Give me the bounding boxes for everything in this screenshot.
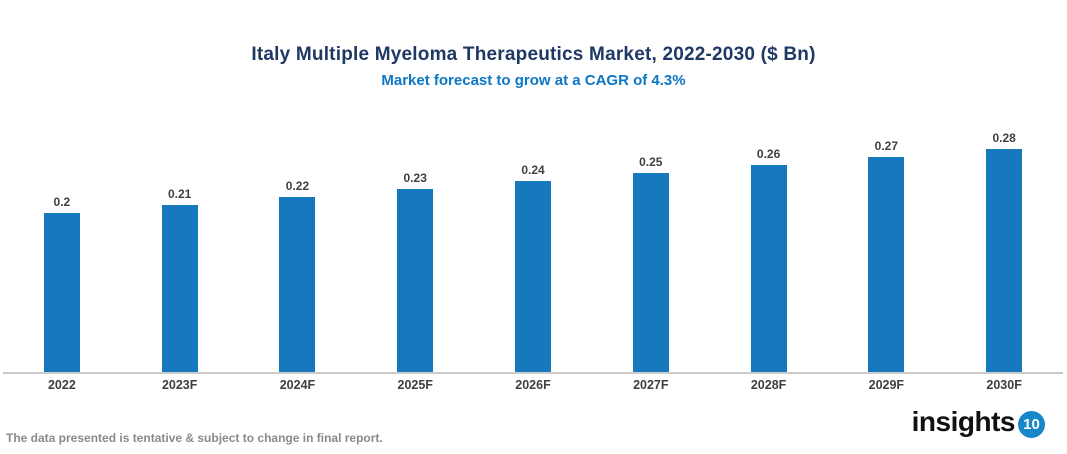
bar bbox=[279, 197, 316, 373]
bar-column: 0.25 bbox=[592, 123, 710, 373]
bar-column: 0.28 bbox=[945, 123, 1063, 373]
bar bbox=[161, 205, 198, 373]
bar-value-label: 0.21 bbox=[167, 187, 192, 201]
bar bbox=[397, 189, 434, 373]
bar-value-label: 0.2 bbox=[53, 195, 71, 209]
category-label: 2022 bbox=[47, 378, 76, 392]
bar-value-label: 0.28 bbox=[992, 131, 1016, 145]
bar-column: 0.26 bbox=[710, 123, 828, 373]
bar-value-label: 0.22 bbox=[285, 179, 310, 193]
insights10-logo: insights 10 bbox=[912, 406, 1045, 438]
bar-column: 0.27 bbox=[827, 123, 945, 373]
bar-column: 0.22 bbox=[239, 123, 357, 373]
x-axis-category-labels: 2022 2023F 2024F 2025F 2026F 2027F 2028F 2029F 2… bbox=[3, 378, 1063, 392]
logo-badge-circle-icon: 10 bbox=[1018, 410, 1045, 438]
category-label: 2028F bbox=[750, 378, 787, 392]
disclaimer-text: The data presented is tentative & subjec… bbox=[6, 431, 383, 445]
bar-column: 0.24 bbox=[474, 123, 592, 373]
bar bbox=[750, 165, 787, 373]
bar bbox=[986, 149, 1023, 373]
bar-column: 0.23 bbox=[356, 123, 474, 373]
bar-value-label: 0.26 bbox=[756, 147, 781, 161]
logo-wordmark: insights bbox=[911, 406, 1016, 437]
bar bbox=[868, 157, 905, 373]
bar-column: 0.2 bbox=[3, 123, 121, 373]
bar bbox=[43, 213, 80, 373]
category-label: 2023F bbox=[161, 378, 198, 392]
bar bbox=[515, 181, 552, 373]
bar-column: 0.21 bbox=[121, 123, 239, 373]
bar-value-label: 0.24 bbox=[521, 163, 545, 177]
bar-value-label: 0.23 bbox=[403, 171, 427, 185]
chart-subtitle: Market forecast to grow at a CAGR of 4.3… bbox=[381, 72, 686, 89]
bar-plot-area: 0.2 0.21 0.22 0.23 0.24 0.25 0.26 0.27 0.28 bbox=[3, 123, 1063, 373]
x-axis-line bbox=[3, 372, 1063, 374]
chart-title: Italy Multiple Myeloma Therapeutics Mark… bbox=[251, 44, 816, 65]
category-label: 2029F bbox=[868, 378, 905, 392]
bar-value-label: 0.25 bbox=[639, 155, 663, 169]
category-label: 2030F bbox=[986, 378, 1022, 392]
category-label: 2025F bbox=[397, 378, 433, 392]
bar bbox=[632, 173, 669, 373]
bar-value-label: 0.27 bbox=[874, 139, 899, 153]
category-label: 2027F bbox=[633, 378, 669, 392]
category-label: 2024F bbox=[279, 378, 316, 392]
category-label: 2026F bbox=[515, 378, 551, 392]
